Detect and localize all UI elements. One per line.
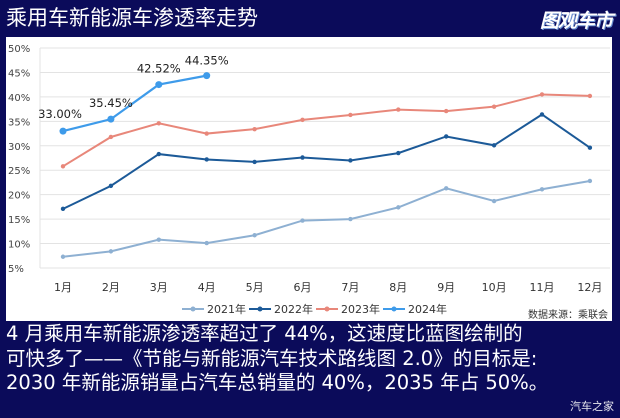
data-point <box>348 158 353 163</box>
x-tick-label: 7月 <box>341 281 359 294</box>
legend-marker <box>257 306 263 312</box>
line-chart: 5% 10% 15% 20% 25% 30% 35% 40% 45% 50% 1月 2月 3月 4月 5月 6… <box>8 44 610 321</box>
y-tick-label: 25% <box>8 166 30 177</box>
watermark: 汽车之家 <box>570 400 614 413</box>
x-tick-label: 4月 <box>198 281 216 294</box>
x-tick-label: 9月 <box>437 281 455 294</box>
data-point <box>252 233 257 238</box>
series-line-2023年 <box>62 93 590 168</box>
data-point <box>156 121 161 126</box>
data-point <box>396 107 401 112</box>
data-point <box>587 93 593 99</box>
data-point <box>155 81 163 89</box>
data-point <box>204 240 209 246</box>
data-point <box>156 237 161 242</box>
x-tick-label: 10月 <box>482 281 507 294</box>
data-point <box>108 249 114 254</box>
x-tick-label: 11月 <box>530 281 555 294</box>
legend-marker <box>324 306 330 312</box>
y-tick-label: 20% <box>8 191 30 202</box>
data-point <box>204 131 209 136</box>
data-point <box>300 155 305 160</box>
data-point <box>60 254 66 259</box>
data-point <box>396 150 401 156</box>
data-point <box>539 112 545 117</box>
source-note: 数据来源：乘联会 <box>528 308 608 321</box>
data-point <box>252 126 257 132</box>
data-point <box>539 92 545 97</box>
data-point <box>59 127 67 135</box>
data-label: 42.52% <box>137 62 181 76</box>
data-point <box>491 143 497 148</box>
data-label: 33.00% <box>38 107 82 121</box>
data-point <box>108 134 114 140</box>
series-line-2024年 <box>62 74 207 133</box>
legend-marker <box>391 306 397 312</box>
x-tick-label: 2月 <box>102 281 120 294</box>
y-tick-label: 45% <box>8 68 30 79</box>
data-point <box>491 198 497 204</box>
data-point <box>396 205 401 210</box>
x-tick-label: 8月 <box>389 281 407 294</box>
y-tick-label: 5% <box>8 264 24 275</box>
data-point <box>156 151 161 157</box>
data-point <box>348 216 353 222</box>
x-tick-label: 5月 <box>246 281 264 294</box>
legend-marker <box>190 306 196 312</box>
caption: 4 月乘用车新能源渗透率超过了 44%，这速度比蓝图绘制的 可快多了——《节能与… <box>6 322 548 396</box>
data-point <box>300 117 305 123</box>
data-point <box>300 218 305 223</box>
data-point <box>539 187 545 192</box>
data-point <box>348 112 353 118</box>
series-line-2021年 <box>62 179 591 258</box>
caption-line: 2030 年新能源销量占汽车总销量的 40%，2035 年占 50%。 <box>6 371 549 394</box>
data-point <box>60 164 66 169</box>
legend-label: 2023年 <box>341 302 380 316</box>
data-point <box>107 115 115 123</box>
data-point <box>108 183 114 189</box>
data-point <box>444 108 449 114</box>
caption-line: 4 月乘用车新能源渗透率超过了 44%，这速度比蓝图绘制的 <box>6 322 523 345</box>
data-label: 44.35% <box>185 54 229 68</box>
legend-label: 2022年 <box>274 302 313 316</box>
chart-panel: 5% 10% 15% 20% 25% 30% 35% 40% 45% 50% 1月 2月 3月 4月 5月 6… <box>6 37 612 321</box>
data-point <box>203 72 211 80</box>
y-tick-label: 40% <box>8 93 30 104</box>
data-point <box>587 145 593 150</box>
brand-logo: 图观车市 <box>539 10 613 32</box>
caption-line: 可快多了——《节能与新能源汽车技术路线图 2.0》的目标是: <box>6 346 538 370</box>
x-tick-label: 6月 <box>294 281 312 294</box>
y-tick-label: 50% <box>8 44 30 55</box>
y-tick-label: 15% <box>8 215 30 226</box>
data-point <box>491 104 497 109</box>
data-label: 35.45% <box>89 96 133 110</box>
data-point <box>204 157 209 162</box>
y-tick-label: 10% <box>8 240 30 251</box>
y-tick-label: 35% <box>8 117 30 128</box>
page-title: 乘用车新能源车渗透率走势 <box>6 6 258 30</box>
series-line-2022年 <box>62 113 591 210</box>
x-tick-label: 3月 <box>150 281 168 294</box>
data-point <box>587 178 593 184</box>
data-point <box>444 186 449 191</box>
legend-label: 2021年 <box>207 302 246 316</box>
x-tick-label: 12月 <box>577 281 602 294</box>
x-tick-label: 1月 <box>54 281 72 294</box>
data-point <box>60 206 66 212</box>
data-point <box>444 134 449 139</box>
data-point <box>252 159 257 165</box>
legend-label: 2024年 <box>408 302 447 316</box>
y-tick-label: 30% <box>8 142 30 153</box>
